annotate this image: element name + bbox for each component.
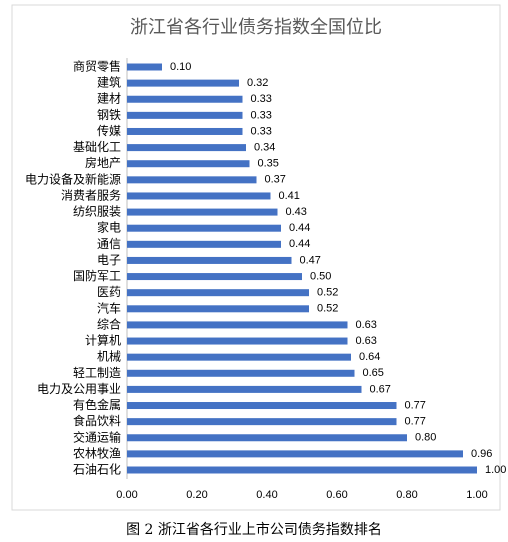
y-tick-label: 有色金属 (73, 397, 121, 412)
bar (127, 466, 477, 474)
value-label: 0.41 (279, 190, 300, 202)
x-tick-label: 1.00 (466, 489, 487, 501)
bar (127, 176, 257, 184)
y-tick-label: 石油石化 (73, 463, 121, 477)
bar (127, 160, 250, 168)
value-label: 0.47 (300, 254, 321, 266)
bar (127, 208, 278, 216)
y-tick-label: 综合 (97, 316, 121, 331)
bar (127, 369, 355, 377)
value-label: 0.63 (356, 335, 377, 347)
x-tick-label: 0.00 (116, 489, 137, 501)
bar (127, 385, 362, 393)
value-label: 0.65 (363, 367, 384, 379)
y-tick-label: 农林牧渔 (73, 446, 121, 460)
y-tick-label: 通信 (97, 237, 121, 251)
y-tick-label: 房地产 (85, 155, 121, 170)
chart-title: 浙江省各行业债务指数全国位比 (130, 17, 382, 38)
x-tick-label: 0.20 (186, 489, 207, 501)
y-tick-label: 传媒 (97, 123, 121, 138)
y-tick-label: 交通运输 (73, 429, 121, 444)
bar (127, 224, 281, 232)
value-label: 0.33 (251, 125, 272, 137)
y-tick-label: 机械 (97, 349, 121, 364)
bar (127, 289, 309, 297)
x-tick-label: 0.80 (396, 489, 417, 501)
bar (127, 450, 463, 458)
bar (127, 144, 246, 152)
bar (127, 305, 309, 313)
value-label: 0.37 (265, 174, 286, 186)
bar (127, 337, 348, 345)
y-tick-label: 建材 (97, 92, 121, 106)
value-label: 0.10 (170, 61, 191, 73)
bar (127, 273, 302, 281)
value-label: 0.43 (286, 206, 307, 218)
y-tick-label: 商贸零售 (73, 59, 121, 74)
value-label: 0.33 (251, 109, 272, 121)
y-tick-label: 食品饮料 (73, 413, 121, 428)
y-tick-label: 基础化工 (73, 140, 121, 154)
y-tick-label: 轻工制造 (73, 366, 121, 380)
value-label: 0.52 (317, 287, 338, 299)
value-label: 0.77 (405, 416, 426, 428)
bar (127, 256, 292, 264)
bar (127, 434, 407, 442)
x-tick-label: 0.60 (326, 489, 347, 501)
value-label: 0.44 (289, 222, 310, 234)
bar (127, 321, 348, 329)
bar (127, 353, 351, 361)
x-tick-label: 0.40 (256, 489, 277, 501)
value-label: 0.50 (310, 270, 331, 282)
value-label: 0.80 (415, 432, 436, 444)
y-tick-label: 电力设备及新能源 (25, 171, 121, 186)
caption: 图 2 浙江省各行业上市公司债务指数排名 (126, 521, 382, 538)
bar (127, 95, 243, 103)
value-label: 0.64 (359, 351, 380, 363)
bar (127, 79, 239, 87)
y-tick-label: 家电 (97, 220, 121, 235)
value-label: 0.96 (471, 448, 492, 460)
value-label: 0.52 (317, 303, 338, 315)
bar (127, 240, 281, 248)
y-tick-label: 消费者服务 (61, 187, 121, 202)
y-tick-label: 纺织服装 (73, 205, 121, 219)
bar (127, 127, 243, 135)
bar (127, 402, 397, 410)
value-label: 0.77 (405, 399, 426, 411)
bar (127, 111, 243, 119)
value-label: 0.34 (254, 142, 275, 154)
y-tick-label: 国防军工 (73, 268, 121, 283)
bar (127, 63, 162, 71)
y-tick-label: 钢铁 (97, 108, 121, 122)
y-tick-label: 计算机 (85, 333, 121, 348)
value-label: 1.00 (485, 464, 506, 476)
value-label: 0.67 (370, 383, 391, 395)
y-tick-label: 建筑 (97, 75, 121, 90)
bar (127, 192, 271, 200)
bar (127, 418, 397, 426)
y-tick-label: 电力及公用事业 (37, 382, 121, 396)
value-label: 0.32 (247, 77, 268, 89)
value-label: 0.44 (289, 238, 310, 250)
value-label: 0.33 (251, 93, 272, 105)
value-label: 0.35 (258, 158, 279, 170)
y-tick-label: 汽车 (97, 300, 121, 315)
y-tick-label: 电子 (97, 253, 121, 267)
y-tick-label: 医药 (97, 285, 121, 299)
value-label: 0.63 (356, 319, 377, 331)
